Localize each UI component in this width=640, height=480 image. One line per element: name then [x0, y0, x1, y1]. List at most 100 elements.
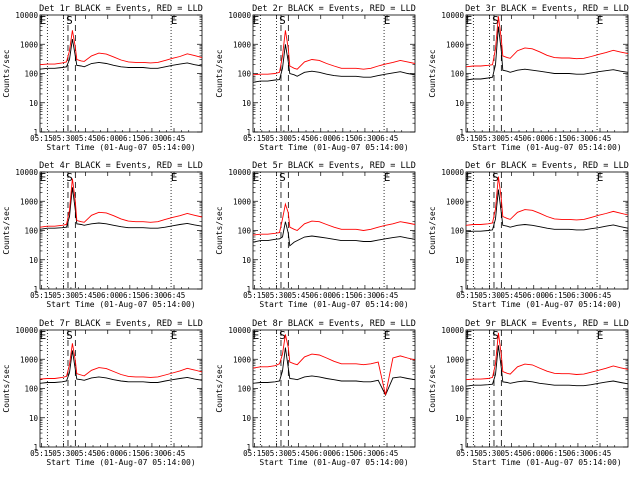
y-tick-label: 100	[450, 70, 464, 79]
x-tick-label: 06:15	[332, 134, 355, 143]
y-tick-label: 10	[242, 99, 252, 108]
x-tick-label: 06:45	[376, 134, 399, 143]
x-tick-label: 05:15	[30, 449, 53, 458]
x-tick-label: 06:00	[309, 134, 332, 143]
x-axis-label: Start Time (01-Aug-07 05:14:00)	[472, 143, 621, 152]
x-axis-label: Start Time (01-Aug-07 05:14:00)	[472, 458, 621, 467]
event-marker-s: S	[492, 329, 499, 342]
y-tick-label: 1	[33, 443, 38, 452]
event-marker-s: S	[492, 171, 499, 184]
y-tick-label: 10	[455, 414, 465, 423]
event-marker-e: E	[171, 329, 178, 342]
y-tick-label: 10	[242, 414, 252, 423]
x-tick-label: 05:15	[243, 291, 266, 300]
lld-series-line	[252, 202, 416, 236]
chart-panel-7: Det 7r BLACK = Events, RED = LLD 1 10 100 10…	[2, 319, 203, 467]
y-tick-label: 1000	[233, 197, 252, 206]
x-tick-label: 05:45	[287, 134, 310, 143]
y-tick-label: 1000	[446, 197, 465, 206]
y-axis-label: Counts/sec	[428, 49, 437, 97]
y-tick-label: 10	[29, 99, 39, 108]
y-tick-label: 10000	[441, 326, 464, 335]
plot-frame	[252, 329, 416, 448]
chart-panel-3: Det 3r BLACK = Events, RED = LLD 1 10 100 10…	[428, 4, 629, 152]
x-tick-label: 06:15	[545, 134, 568, 143]
x-axis-label: Start Time (01-Aug-07 05:14:00)	[46, 300, 195, 309]
x-tick-label: 06:45	[376, 449, 399, 458]
x-tick-label: 05:15	[456, 291, 479, 300]
y-tick-label: 100	[24, 70, 38, 79]
y-tick-label: 10000	[228, 326, 251, 335]
lld-series-line	[252, 334, 416, 396]
event-marker-e: E	[597, 171, 604, 184]
x-tick-label: 06:15	[332, 291, 355, 300]
x-tick-label: 06:15	[119, 449, 142, 458]
y-tick-label: 1000	[446, 40, 465, 49]
x-axis-label: Start Time (01-Aug-07 05:14:00)	[259, 458, 408, 467]
x-tick-label: 06:30	[141, 291, 164, 300]
event-marker-e: E	[171, 171, 178, 184]
x-tick-label: 06:15	[119, 291, 142, 300]
events-series-line	[252, 44, 416, 83]
x-axis-label: Start Time (01-Aug-07 05:14:00)	[259, 300, 408, 309]
y-tick-label: 1000	[20, 40, 39, 49]
x-tick-label: 06:00	[522, 134, 545, 143]
x-tick-label: 06:15	[545, 291, 568, 300]
x-tick-label: 05:15	[243, 134, 266, 143]
y-tick-label: 1	[246, 128, 251, 137]
x-tick-label: 06:30	[567, 291, 590, 300]
event-marker-e: E	[466, 329, 473, 342]
y-tick-label: 100	[237, 227, 251, 236]
y-tick-label: 10	[455, 256, 465, 265]
x-tick-label: 06:45	[376, 291, 399, 300]
x-tick-label: 05:30	[478, 291, 501, 300]
x-tick-label: 06:00	[522, 449, 545, 458]
y-tick-label: 100	[450, 385, 464, 394]
x-tick-label: 05:45	[500, 134, 523, 143]
x-tick-label: 06:00	[96, 291, 119, 300]
event-marker-s: S	[279, 14, 286, 27]
x-tick-label: 06:30	[141, 449, 164, 458]
event-marker-s: S	[492, 14, 499, 27]
plot-frame	[465, 329, 629, 448]
plot-frame	[39, 171, 203, 290]
x-tick-label: 06:30	[567, 134, 590, 143]
x-tick-label: 05:45	[287, 291, 310, 300]
y-axis-label: Counts/sec	[428, 206, 437, 254]
x-axis-label: Start Time (01-Aug-07 05:14:00)	[259, 143, 408, 152]
plot-frame	[465, 14, 629, 133]
x-tick-label: 05:30	[52, 449, 75, 458]
event-marker-e: E	[597, 14, 604, 27]
x-tick-label: 06:30	[354, 449, 377, 458]
x-tick-label: 06:45	[589, 134, 612, 143]
y-axis-label: Counts/sec	[2, 49, 11, 97]
lld-series-line	[252, 30, 416, 76]
y-tick-label: 10	[29, 256, 39, 265]
events-series-line	[252, 221, 416, 247]
events-series-line	[39, 39, 203, 70]
x-tick-label: 06:30	[567, 449, 590, 458]
y-tick-label: 10000	[15, 168, 38, 177]
x-tick-label: 06:30	[354, 134, 377, 143]
x-tick-label: 06:00	[309, 291, 332, 300]
events-series-line	[465, 189, 629, 233]
event-marker-e: E	[384, 171, 391, 184]
event-marker-e: E	[253, 171, 260, 184]
x-tick-label: 05:30	[52, 291, 75, 300]
y-tick-label: 1000	[446, 355, 465, 364]
x-tick-label: 06:15	[545, 449, 568, 458]
y-tick-label: 1000	[20, 197, 39, 206]
event-marker-s: S	[279, 171, 286, 184]
y-axis-label: Counts/sec	[428, 364, 437, 412]
events-series-line	[465, 345, 629, 387]
lld-series-line	[465, 16, 629, 68]
y-tick-label: 1	[33, 285, 38, 294]
y-tick-label: 1	[246, 285, 251, 294]
x-tick-label: 06:45	[163, 291, 186, 300]
x-tick-label: 06:00	[96, 449, 119, 458]
x-tick-label: 06:00	[309, 449, 332, 458]
x-tick-label: 05:15	[456, 134, 479, 143]
x-tick-label: 06:00	[96, 134, 119, 143]
y-tick-label: 10	[455, 99, 465, 108]
event-marker-e: E	[466, 171, 473, 184]
